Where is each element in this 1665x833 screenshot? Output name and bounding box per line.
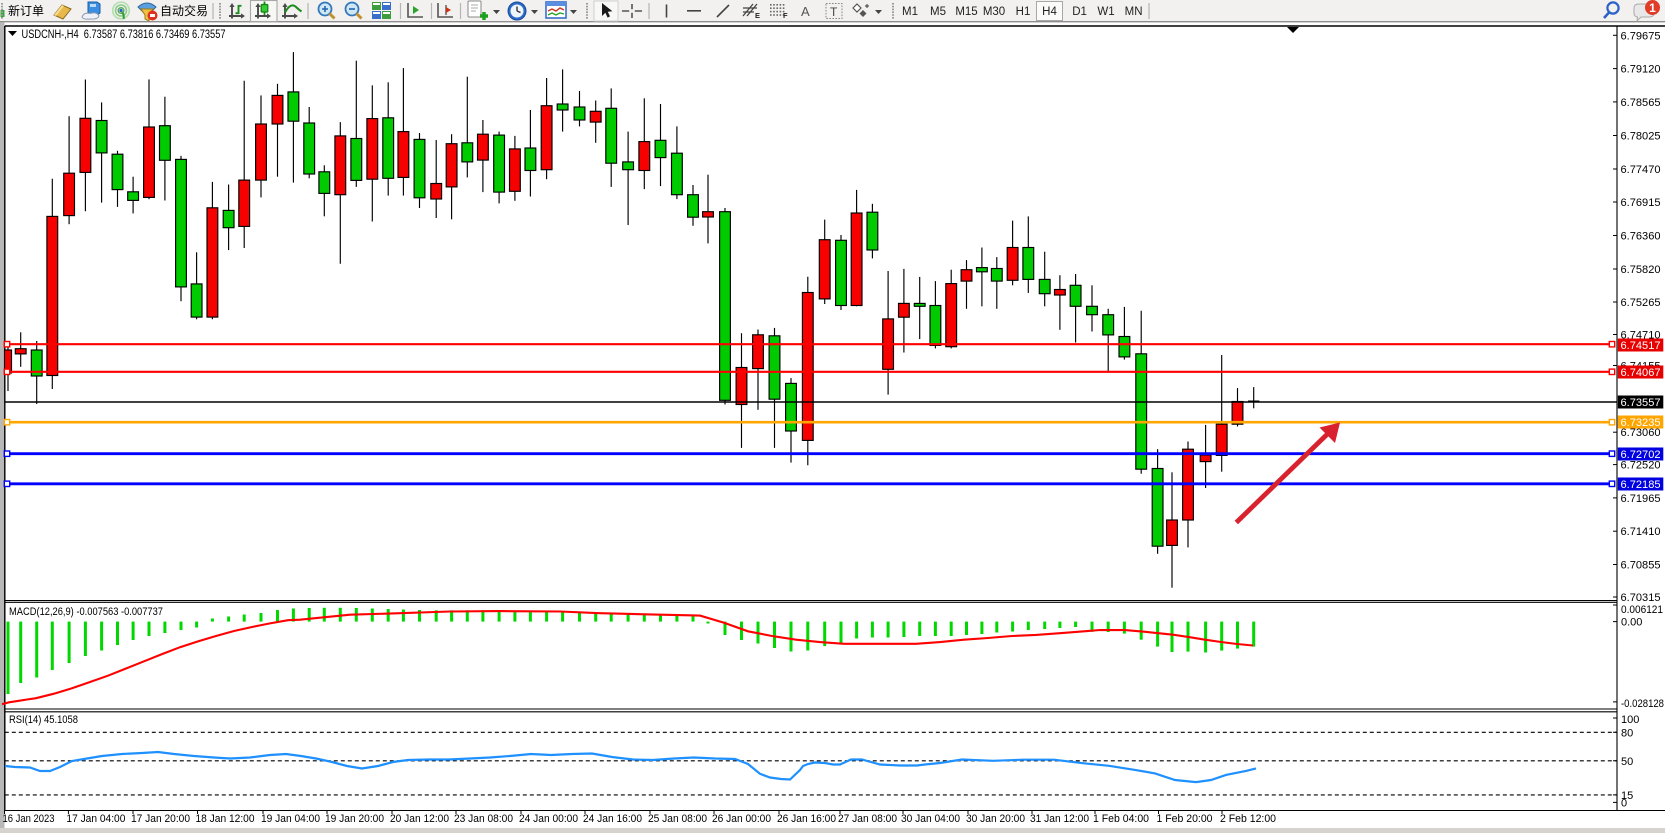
svg-text:M15: M15 (955, 6, 977, 18)
svg-text:31 Jan 12:00: 31 Jan 12:00 (1030, 813, 1089, 825)
svg-text:2 Feb 12:00: 2 Feb 12:00 (1220, 813, 1276, 825)
svg-text:6.70855: 6.70855 (1621, 560, 1661, 572)
svg-text:24 Jan 00:00: 24 Jan 00:00 (519, 813, 578, 825)
svg-text:T: T (830, 5, 838, 19)
svg-text:17 Jan 04:00: 17 Jan 04:00 (66, 813, 125, 825)
svg-text:1 Feb 04:00: 1 Feb 04:00 (1093, 813, 1149, 825)
svg-text:100: 100 (1621, 714, 1639, 726)
svg-text:16 Jan 2023: 16 Jan 2023 (3, 813, 55, 825)
svg-text:RSI(14) 45.1058: RSI(14) 45.1058 (9, 714, 78, 726)
svg-text:17 Jan 20:00: 17 Jan 20:00 (131, 813, 190, 825)
svg-text:6.76915: 6.76915 (1621, 197, 1661, 209)
svg-text:18 Jan 12:00: 18 Jan 12:00 (196, 813, 255, 825)
svg-text:6.71410: 6.71410 (1621, 526, 1661, 538)
svg-text:W1: W1 (1097, 6, 1114, 18)
svg-text:6.78565: 6.78565 (1621, 97, 1661, 109)
svg-text:27 Jan 08:00: 27 Jan 08:00 (838, 813, 897, 825)
svg-text:30 Jan 04:00: 30 Jan 04:00 (901, 813, 960, 825)
svg-text:0.00: 0.00 (1621, 617, 1642, 629)
svg-text:6.72520: 6.72520 (1621, 460, 1661, 472)
svg-text:A: A (801, 4, 810, 19)
svg-text:30 Jan 20:00: 30 Jan 20:00 (966, 813, 1025, 825)
svg-text:1: 1 (1649, 1, 1656, 15)
svg-text:6.71965: 6.71965 (1621, 493, 1661, 505)
svg-text:15: 15 (1621, 790, 1633, 802)
svg-text:24 Jan 16:00: 24 Jan 16:00 (583, 813, 642, 825)
svg-text:新订单: 新订单 (8, 3, 44, 18)
svg-text:25 Jan 08:00: 25 Jan 08:00 (648, 813, 707, 825)
svg-text:6.76360: 6.76360 (1621, 231, 1661, 243)
svg-text:F: F (783, 11, 788, 20)
svg-text:6.79675: 6.79675 (1621, 30, 1661, 42)
svg-text:1 Feb 20:00: 1 Feb 20:00 (1157, 813, 1213, 825)
svg-text:6.75265: 6.75265 (1621, 297, 1661, 309)
svg-text:6.78025: 6.78025 (1621, 131, 1661, 143)
svg-text:E: E (755, 11, 760, 20)
svg-text:50: 50 (1621, 756, 1633, 768)
svg-text:6.72702: 6.72702 (1621, 449, 1661, 461)
svg-text:23 Jan 08:00: 23 Jan 08:00 (454, 813, 513, 825)
svg-text:6.72185: 6.72185 (1621, 479, 1661, 491)
svg-text:6.73060: 6.73060 (1621, 427, 1661, 439)
svg-text:D1: D1 (1072, 6, 1087, 18)
svg-text:80: 80 (1621, 727, 1633, 739)
svg-text:6.70315: 6.70315 (1621, 592, 1661, 604)
svg-text:H4: H4 (1042, 6, 1057, 18)
svg-text:6.73235: 6.73235 (1621, 417, 1661, 429)
svg-text:0: 0 (1621, 797, 1627, 809)
svg-text:6.73557: 6.73557 (1621, 397, 1661, 409)
svg-text:6.77470: 6.77470 (1621, 164, 1661, 176)
svg-text:-0.028128: -0.028128 (1621, 698, 1664, 710)
svg-text:6.74517: 6.74517 (1621, 340, 1661, 352)
svg-text:0.006121: 0.006121 (1621, 604, 1663, 616)
svg-text:6.79120: 6.79120 (1621, 64, 1661, 76)
svg-text:M1: M1 (902, 6, 918, 18)
svg-text:6.75820: 6.75820 (1621, 264, 1661, 276)
svg-text:26 Jan 00:00: 26 Jan 00:00 (712, 813, 771, 825)
svg-text:19 Jan 20:00: 19 Jan 20:00 (325, 813, 384, 825)
svg-text:MN: MN (1125, 6, 1143, 18)
svg-text:26 Jan 16:00: 26 Jan 16:00 (777, 813, 836, 825)
svg-text:自动交易: 自动交易 (160, 3, 208, 18)
svg-text:M30: M30 (983, 6, 1005, 18)
svg-text:20 Jan 12:00: 20 Jan 12:00 (390, 813, 449, 825)
svg-text:19 Jan 04:00: 19 Jan 04:00 (261, 813, 320, 825)
svg-text:M5: M5 (930, 6, 946, 18)
svg-text:6.74067: 6.74067 (1621, 367, 1661, 379)
svg-text:H1: H1 (1016, 6, 1031, 18)
svg-text:MACD(12,26,9) -0.007563 -0.007: MACD(12,26,9) -0.007563 -0.007737 (9, 606, 163, 618)
svg-text:USDCNH-,H4 6.73587 6.73816 6.: USDCNH-,H4 6.73587 6.73816 6.73469 6.735… (22, 27, 226, 41)
